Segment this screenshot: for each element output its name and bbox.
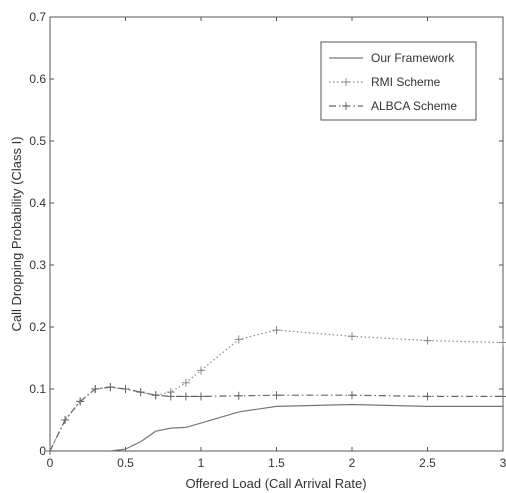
x-axis-label: Offered Load (Call Arrival Rate) xyxy=(185,476,366,491)
data-point xyxy=(166,392,175,401)
data-point xyxy=(181,378,190,387)
data-point xyxy=(348,391,356,400)
data-point xyxy=(197,392,205,401)
data-point xyxy=(106,383,115,392)
legend-label: RMI Scheme xyxy=(371,75,441,89)
y-tick-label: 0 xyxy=(39,444,46,458)
data-point xyxy=(348,332,356,341)
ticks: 0 0.5 1 1.5 2 2.5 3 0 0.1 0.2 0.3 0.4 0.5 0.6 0.7 xyxy=(29,10,506,470)
x-tick-label: 1 xyxy=(198,456,205,470)
legend-item: RMI Scheme xyxy=(329,75,441,89)
data-point xyxy=(121,385,130,393)
y-tick-label: 0.4 xyxy=(29,196,46,210)
data-point xyxy=(197,366,205,375)
data-point xyxy=(151,391,160,400)
legend: Our Framework RMI Scheme ALBCA Scheme xyxy=(320,41,477,121)
series-line xyxy=(49,386,503,452)
y-tick-label: 0.3 xyxy=(29,258,46,272)
x-tick-label: 3 xyxy=(500,456,506,470)
data-point xyxy=(423,392,432,401)
data-point xyxy=(61,416,70,424)
legend-item: ALBCA Scheme xyxy=(329,99,457,113)
series-1 xyxy=(50,403,503,452)
data-point xyxy=(272,326,281,335)
y-tick-label: 0.2 xyxy=(29,320,46,334)
legend-marker xyxy=(342,78,350,86)
legend-label: ALBCA Scheme xyxy=(371,99,457,113)
series-layer xyxy=(46,326,506,455)
x-tick-label: 0.5 xyxy=(117,456,134,470)
series-3 xyxy=(46,383,506,455)
y-tick-label: 0.1 xyxy=(29,382,46,396)
series-line xyxy=(50,403,503,452)
y-tick-label: 0.6 xyxy=(29,72,46,86)
legend-item: Our Framework xyxy=(329,51,455,65)
data-point xyxy=(91,385,100,393)
x-tick-label: 1.5 xyxy=(268,456,285,470)
y-axis-label: Call Dropping Probability (Class I) xyxy=(9,136,24,331)
y-tick-label: 0.7 xyxy=(29,10,46,24)
legend-box xyxy=(320,41,477,121)
x-tick-label: 0 xyxy=(47,456,54,470)
data-point xyxy=(272,391,281,400)
x-tick-label: 2.5 xyxy=(419,456,436,470)
legend-marker xyxy=(342,102,350,110)
data-point xyxy=(76,397,85,406)
legend-label: Our Framework xyxy=(371,51,455,65)
data-point xyxy=(181,392,190,401)
data-point xyxy=(234,391,243,400)
data-point xyxy=(136,388,145,397)
x-tick-label: 2 xyxy=(349,456,356,470)
data-point xyxy=(46,447,54,455)
data-point xyxy=(234,335,243,344)
data-point xyxy=(423,336,432,345)
y-tick-label: 0.5 xyxy=(29,134,46,148)
